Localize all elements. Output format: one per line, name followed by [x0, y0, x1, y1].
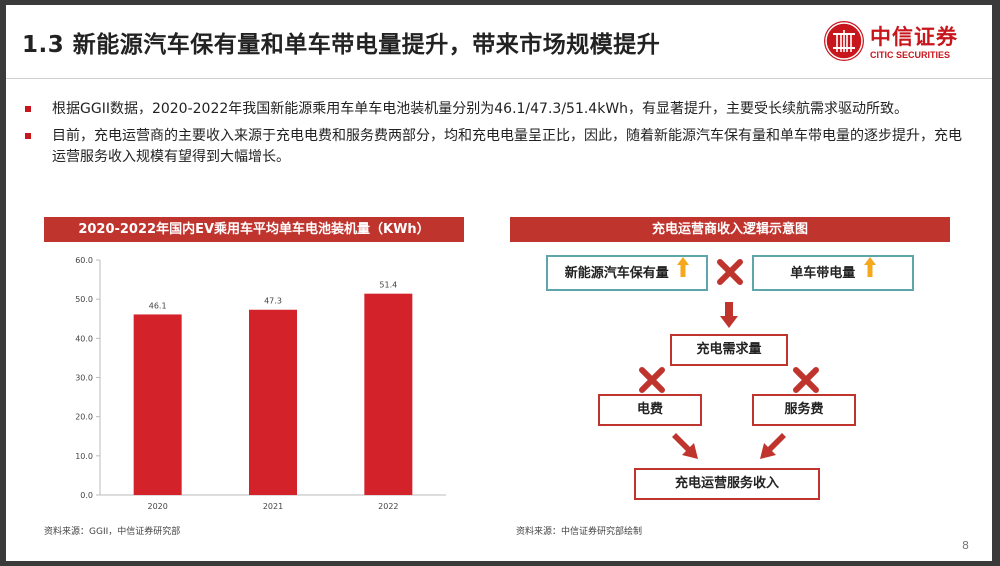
node-label: 电费 [636, 402, 663, 417]
bar-chart: 0.0 10.0 20.0 30.0 40.0 50.0 60.0 46.1 2020 47.3 2… [36, 250, 456, 512]
multiply-icon [792, 366, 820, 398]
node-label: 服务费 [784, 402, 824, 417]
node-label: 充电需求量 [696, 342, 762, 357]
citic-logo: 中信证券 CITIC SECURITIES [824, 19, 984, 65]
bullet-item: 根据GGII数据，2020-2022年我国新能源乘用车单车电池装机量分别为46.… [22, 99, 972, 120]
arrow-diagonal-icon [670, 431, 700, 465]
diagram-title: 充电运营商收入逻辑示意图 [510, 217, 950, 242]
arrow-up-icon [863, 257, 876, 290]
x-tick-label: 2020 [147, 502, 167, 511]
bullet-list: 根据GGII数据，2020-2022年我国新能源乘用车单车电池装机量分别为46.… [22, 99, 972, 174]
header-divider [6, 78, 992, 79]
chart-source: 资料来源：GGII，中信证券研究部 [44, 527, 181, 537]
arrow-diagonal-icon [758, 431, 788, 465]
y-tick-label: 30.0 [75, 374, 93, 383]
multiply-icon [638, 366, 666, 398]
bullet-item: 目前，充电运营商的主要收入来源于充电电费和服务费两部分，均和充电电量呈正比，因此… [22, 126, 972, 168]
bar-value-label: 47.3 [264, 297, 282, 306]
arrow-up-icon [677, 257, 690, 290]
chart-title: 2020-2022年国内EV乘用车平均单车电池装机量（KWh） [44, 217, 464, 242]
bar-value-label: 46.1 [149, 301, 167, 310]
y-tick-label: 60.0 [75, 256, 93, 265]
node-charging-demand: 充电需求量 [670, 334, 788, 366]
bar-value-label: 51.4 [379, 281, 397, 290]
y-tick-label: 40.0 [75, 334, 93, 343]
node-label: 单车带电量 [790, 266, 856, 281]
y-tick-label: 0.0 [80, 491, 93, 500]
slide: 1.3 新能源汽车保有量和单车带电量提升，带来市场规模提升 中信证券 CITIC… [6, 5, 992, 561]
bar [133, 314, 182, 495]
bullet-text: 根据GGII数据，2020-2022年我国新能源乘用车单车电池装机量分别为46.… [52, 101, 909, 117]
bullet-text: 目前，充电运营商的主要收入来源于充电电费和服务费两部分，均和充电电量呈正比，因此… [52, 128, 962, 165]
bar [364, 293, 413, 495]
node-ev-stock: 新能源汽车保有量 [546, 255, 708, 291]
bullet-marker-icon [25, 106, 31, 112]
y-tick-label: 50.0 [75, 295, 93, 304]
node-label: 充电运营服务收入 [674, 476, 779, 491]
y-tick-label: 20.0 [75, 413, 93, 422]
arrow-down-icon [720, 302, 738, 332]
y-tick-label: 10.0 [75, 452, 93, 461]
logo-text-en: CITIC SECURITIES [870, 50, 951, 60]
bar [249, 309, 297, 495]
node-revenue: 充电运营服务收入 [634, 468, 820, 500]
multiply-icon [716, 258, 744, 290]
bar-chart-svg: 0.0 10.0 20.0 30.0 40.0 50.0 60.0 46.1 2020 47.3 2… [75, 256, 446, 511]
node-service-fee: 服务费 [752, 394, 856, 426]
bullet-marker-icon [25, 133, 31, 139]
node-electricity-fee: 电费 [598, 394, 702, 426]
node-battery-per-car: 单车带电量 [752, 255, 914, 291]
page-title: 1.3 新能源汽车保有量和单车带电量提升，带来市场规模提升 [22, 32, 661, 58]
x-tick-label: 2022 [378, 502, 398, 511]
node-label: 新能源汽车保有量 [564, 266, 669, 281]
citic-logo-icon [824, 21, 864, 61]
x-tick-label: 2021 [263, 502, 283, 511]
page-number: 8 [962, 539, 969, 552]
logo-text-cn: 中信证券 [870, 25, 958, 49]
diagram-source: 资料来源：中信证券研究部绘制 [516, 527, 643, 537]
